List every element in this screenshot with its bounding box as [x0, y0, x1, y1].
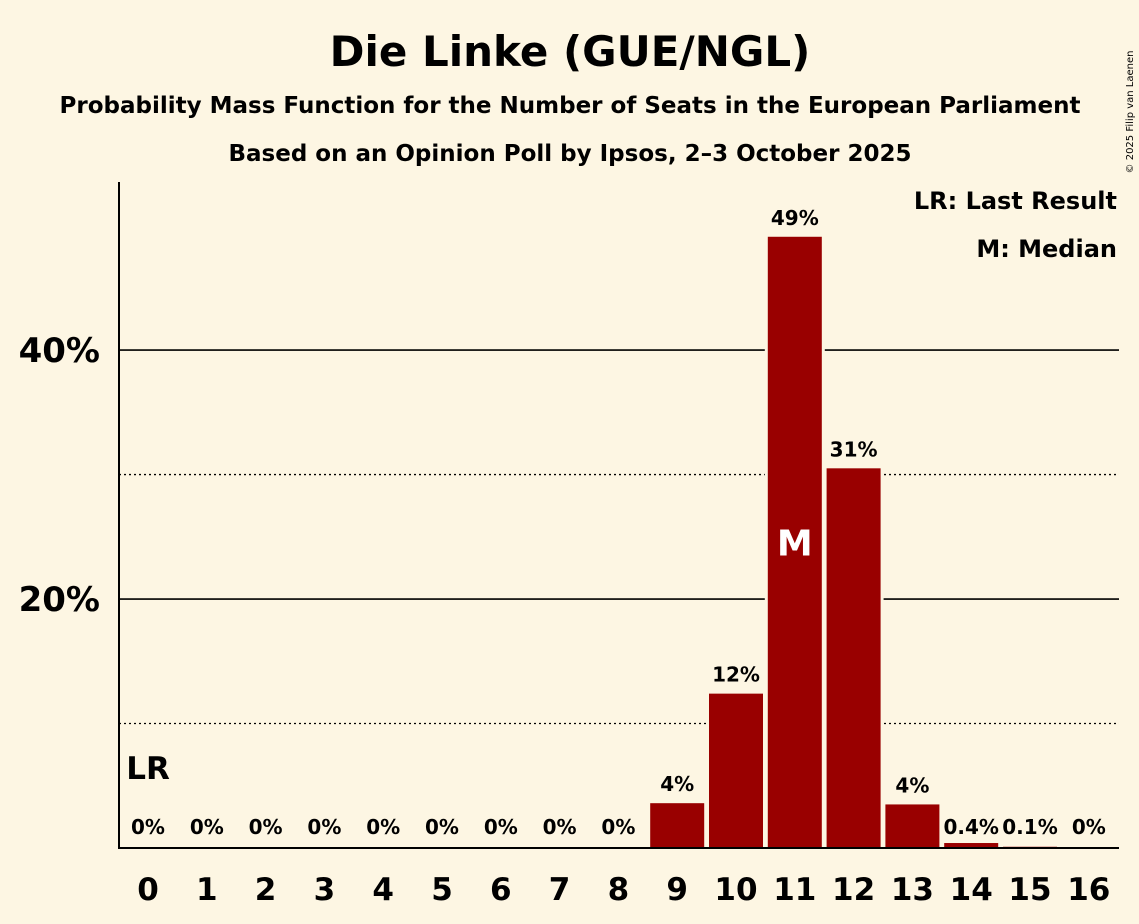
y-tick-label: 40% [19, 331, 100, 371]
bar-10 [709, 693, 763, 848]
axes [118, 182, 1119, 849]
data-label: 4% [660, 772, 694, 796]
data-label: 0% [601, 815, 635, 839]
data-label: 0% [366, 815, 400, 839]
x-tick-label: 16 [1067, 872, 1110, 908]
last-result-marker: LR [126, 751, 170, 787]
chart-subtitle: Probability Mass Function for the Number… [60, 93, 1081, 119]
x-tick-label: 5 [431, 872, 453, 908]
x-tick-label: 1 [196, 872, 218, 908]
x-tick-label: 12 [832, 872, 875, 908]
bar-9 [650, 803, 705, 848]
x-tick-label: 14 [950, 872, 993, 908]
copyright-text: © 2025 Filip van Laenen [1125, 51, 1136, 174]
chart-title: Die Linke (GUE/NGL) [330, 27, 811, 76]
x-tick-label: 2 [255, 872, 277, 908]
data-label: 31% [830, 437, 878, 461]
bar-11 [767, 236, 822, 849]
data-label: 0% [307, 815, 341, 839]
chart-subtitle-2: Based on an Opinion Poll by Ipsos, 2–3 O… [228, 141, 911, 167]
data-label: 0.4% [943, 815, 998, 839]
x-tick-label: 15 [1008, 872, 1051, 908]
bar-halo [1000, 843, 1060, 848]
bars [647, 233, 1060, 849]
bar-12 [826, 468, 881, 848]
y-tick-label: 20% [19, 580, 100, 620]
bar-14 [944, 843, 999, 848]
x-tick-label: 0 [137, 872, 159, 908]
data-label: 0% [543, 815, 577, 839]
labels: 20%40%0 1 2 3 4 5 6 7 8 9 10 11 12 13 14 15 160% 0% 0% 0% 0%… [19, 206, 1111, 908]
x-tick-label: 6 [490, 872, 512, 908]
data-label: 0% [1072, 815, 1106, 839]
data-label: 0% [484, 815, 518, 839]
gridlines [119, 349, 1119, 725]
x-tick-label: 8 [608, 872, 630, 908]
data-label: 0% [190, 815, 224, 839]
x-tick-label: 13 [891, 872, 934, 908]
data-label: 0% [425, 815, 459, 839]
x-tick-label: 4 [372, 872, 394, 908]
data-label: 12% [712, 663, 760, 687]
x-tick-label: 9 [666, 872, 688, 908]
median-marker: M [777, 523, 813, 564]
x-tick-label: 11 [773, 872, 816, 908]
x-tick-label: 7 [549, 872, 571, 908]
data-label: 4% [895, 773, 929, 797]
data-label: 0% [131, 815, 165, 839]
data-label: 0% [249, 815, 283, 839]
legend-median: M: Median [976, 235, 1117, 263]
data-label: 49% [771, 206, 819, 230]
x-tick-label: 10 [714, 872, 757, 908]
legend-last-result: LR: Last Result [914, 187, 1117, 215]
x-tick-label: 3 [314, 872, 336, 908]
bar-13 [885, 804, 940, 848]
data-label: 0.1% [1002, 815, 1057, 839]
